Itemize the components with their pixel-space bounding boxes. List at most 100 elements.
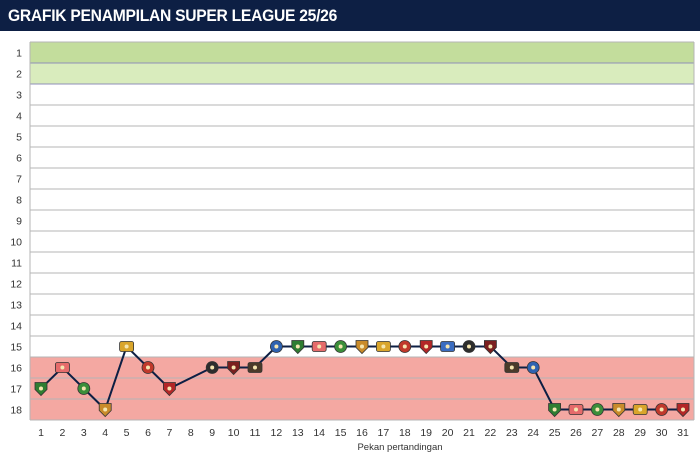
data-point xyxy=(655,403,668,416)
point-marker-center xyxy=(231,365,236,370)
data-point xyxy=(398,340,412,353)
chart-header: GRAFIK PENAMPILAN SUPER LEAGUE 25/26 xyxy=(0,0,700,31)
data-point xyxy=(119,341,134,352)
x-tick-label: 1 xyxy=(38,427,44,439)
x-tick-label: 8 xyxy=(188,427,194,439)
x-tick-label: 21 xyxy=(463,427,475,439)
y-tick-label: 3 xyxy=(16,90,22,102)
y-tick-label: 17 xyxy=(10,384,22,396)
point-marker-center xyxy=(274,344,279,349)
y-tick-label: 9 xyxy=(16,216,22,228)
y-tick-label: 16 xyxy=(10,363,22,375)
data-point xyxy=(548,403,561,418)
point-marker-center xyxy=(681,407,685,412)
data-point xyxy=(334,340,348,353)
x-axis-label: Pekan pertandingan xyxy=(357,442,442,453)
point-marker-center xyxy=(338,344,343,349)
x-tick-label: 4 xyxy=(102,427,108,439)
band-2 xyxy=(30,63,694,84)
point-marker-center xyxy=(467,344,471,349)
x-tick-label: 28 xyxy=(613,427,625,439)
y-tick-label: 6 xyxy=(16,153,22,165)
y-tick-label: 5 xyxy=(16,132,22,144)
x-tick-label: 24 xyxy=(527,427,539,439)
x-tick-label: 15 xyxy=(335,427,347,439)
point-marker-center xyxy=(659,407,664,412)
point-marker-center xyxy=(424,344,429,349)
data-point xyxy=(141,361,155,374)
x-tick-label: 2 xyxy=(59,427,65,439)
y-tick-label: 8 xyxy=(16,195,22,207)
x-tick-label: 27 xyxy=(592,427,604,439)
data-point xyxy=(504,362,520,373)
data-point xyxy=(419,340,433,355)
x-tick-label: 23 xyxy=(506,427,518,439)
x-tick-label: 19 xyxy=(420,427,432,439)
point-marker-center xyxy=(531,365,536,370)
point-marker-center xyxy=(402,344,407,349)
x-tick-label: 22 xyxy=(485,427,497,439)
x-tick-label: 31 xyxy=(677,427,689,439)
data-point xyxy=(568,404,584,415)
point-marker-center xyxy=(638,407,643,412)
y-tick-label: 13 xyxy=(10,300,22,312)
y-tick-label: 2 xyxy=(16,69,22,81)
point-marker-center xyxy=(253,365,257,370)
point-marker-center xyxy=(317,344,322,349)
data-point xyxy=(526,361,540,374)
data-point xyxy=(227,361,240,376)
data-point xyxy=(612,403,626,418)
data-point xyxy=(34,382,48,397)
point-marker-center xyxy=(167,386,172,391)
data-point xyxy=(484,340,497,355)
grid-lines xyxy=(29,41,695,421)
y-tick-label: 1 xyxy=(16,48,22,60)
data-point xyxy=(440,341,456,352)
data-point xyxy=(632,404,648,415)
y-tick-label: 15 xyxy=(10,342,22,354)
point-marker-center xyxy=(574,407,578,412)
x-tick-label: 6 xyxy=(145,427,151,439)
point-marker-center xyxy=(81,386,86,391)
data-point xyxy=(311,341,327,352)
point-marker-center xyxy=(509,365,514,370)
x-tick-label: 12 xyxy=(271,427,283,439)
x-tick-label: 10 xyxy=(228,427,240,439)
x-tick-label: 7 xyxy=(166,427,172,439)
point-marker-center xyxy=(210,365,215,370)
chart-title: GRAFIK PENAMPILAN SUPER LEAGUE 25/26 xyxy=(8,6,338,25)
x-tick-label: 26 xyxy=(570,427,582,439)
data-point xyxy=(163,382,176,397)
x-tick-label: 25 xyxy=(549,427,561,439)
point-marker-center xyxy=(39,386,43,391)
data-point xyxy=(462,340,476,353)
x-tick-label: 17 xyxy=(378,427,390,439)
y-tick-label: 10 xyxy=(10,237,22,249)
band-1 xyxy=(30,42,694,63)
x-tick-label: 13 xyxy=(292,427,304,439)
point-marker-center xyxy=(103,407,108,412)
data-point xyxy=(77,382,91,395)
point-marker-center xyxy=(60,365,65,370)
x-tick-label: 20 xyxy=(442,427,454,439)
x-tick-label: 5 xyxy=(124,427,130,439)
point-marker-center xyxy=(445,344,450,349)
point-marker-center xyxy=(381,344,386,349)
point-marker-center xyxy=(295,344,300,349)
x-tick-label: 16 xyxy=(356,427,368,439)
y-tick-label: 14 xyxy=(10,321,22,333)
data-point xyxy=(375,341,391,352)
point-marker-center xyxy=(595,407,600,412)
data-point xyxy=(247,362,263,373)
point-marker-center xyxy=(616,407,621,412)
point-marker-center xyxy=(146,365,150,370)
data-point xyxy=(676,403,690,418)
point-marker-center xyxy=(124,344,129,349)
y-tick-label: 4 xyxy=(16,111,22,123)
data-point xyxy=(98,403,112,418)
y-tick-label: 7 xyxy=(16,174,22,186)
data-point xyxy=(355,340,369,355)
data-point xyxy=(55,362,70,373)
x-tick-label: 29 xyxy=(634,427,646,439)
point-marker-center xyxy=(488,344,493,349)
